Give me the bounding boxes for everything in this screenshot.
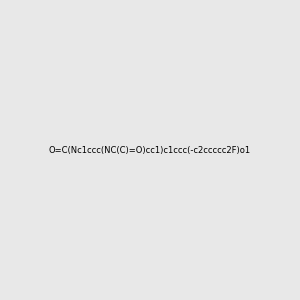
- Text: O=C(Nc1ccc(NC(C)=O)cc1)c1ccc(-c2ccccc2F)o1: O=C(Nc1ccc(NC(C)=O)cc1)c1ccc(-c2ccccc2F)…: [49, 146, 251, 154]
